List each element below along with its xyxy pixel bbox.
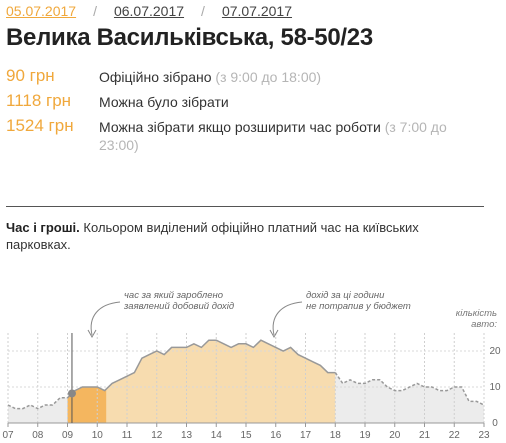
x-tick-label: 09: [62, 430, 74, 441]
date-separator: /: [201, 3, 205, 19]
stat-amount: 90 грн: [6, 66, 55, 85]
x-tick-label: 20: [389, 430, 401, 441]
annotation-text: не потрапив у бюджет: [306, 301, 411, 312]
x-tick-label: 21: [419, 430, 431, 441]
y-axis-label: кількість: [456, 308, 497, 319]
caption-bold: Час і гроші.: [6, 220, 80, 235]
date-selector: 05.07.2017 / 06.07.2017 / 07.07.2017: [6, 3, 292, 19]
x-tick-label: 18: [330, 430, 342, 441]
series-line-paid: [66, 339, 336, 399]
y-tick-label: 10: [489, 382, 501, 393]
caption-text: Кольором виділений офіційно платний час …: [6, 220, 419, 252]
y-tick-label: 0: [492, 418, 498, 429]
x-tick-label: 13: [181, 430, 193, 441]
date-link-active[interactable]: 05.07.2017: [6, 3, 77, 19]
series-line-offhours: [7, 397, 68, 410]
offhours-area: [335, 372, 484, 423]
x-tick-label: 23: [478, 430, 490, 441]
x-tick-label: 11: [122, 430, 133, 441]
x-tick-label: 16: [270, 430, 282, 441]
series-line-offhours: [334, 372, 485, 406]
stat-label-text: Можна було зібрати: [99, 94, 229, 110]
chart-caption: Час і гроші. Кольором виділений офіційно…: [6, 219, 476, 253]
annotation-arrow-head: [269, 329, 279, 339]
reported-income-area: [67, 387, 107, 423]
stat-note: (з 7:00 до 23:00): [99, 119, 447, 153]
stat-amount: 1118 грн: [6, 91, 72, 110]
stat-amount: 1524 грн: [6, 116, 74, 135]
x-tick-label: 07: [2, 430, 14, 441]
annotation-text: дохід за ці години: [306, 290, 385, 301]
paid-hours-area: [67, 340, 336, 423]
x-tick-label: 12: [151, 430, 163, 441]
y-axis-label: авто:: [471, 319, 497, 330]
x-tick-label: 10: [92, 430, 104, 441]
cursor-dot: [67, 389, 76, 398]
x-tick-label: 08: [32, 430, 44, 441]
date-link[interactable]: 06.07.2017: [113, 3, 185, 19]
stat-label: Можна було зібрати: [99, 93, 464, 111]
annotation-arrow: [90, 301, 121, 336]
annotation-text: заявлений добовий дохід: [123, 301, 234, 312]
divider: [6, 206, 484, 207]
x-tick-label: 14: [211, 430, 223, 441]
x-tick-label: 19: [359, 430, 371, 441]
stat-label-text: Офіційно зібрано: [99, 69, 212, 85]
stat-label: Можна зібрати якщо розширити час роботи …: [99, 118, 464, 154]
x-tick-label: 15: [240, 430, 252, 441]
x-tick-label: 22: [449, 430, 461, 441]
date-link[interactable]: 07.07.2017: [221, 3, 293, 19]
x-tick-label: 17: [300, 430, 312, 441]
date-separator: /: [93, 3, 97, 19]
annotation-arrow-head: [87, 329, 97, 339]
annotation-text: час за який зароблено: [124, 290, 223, 301]
annotation-arrow: [272, 301, 303, 336]
parking-chart: 07 08 09 10 11 12 13 14 15 16 17 18 19 20 21 22 23 20 10 0 к…: [2, 290, 501, 441]
stat-label: Офіційно зібрано (з 9:00 до 18:00): [99, 68, 464, 86]
stat-label-text: Можна зібрати якщо розширити час роботи: [99, 119, 381, 135]
stat-note: (з 9:00 до 18:00): [215, 69, 322, 85]
y-tick-label: 20: [489, 346, 501, 357]
page-title: Велика Васильківська, 58-50/23: [6, 24, 373, 51]
